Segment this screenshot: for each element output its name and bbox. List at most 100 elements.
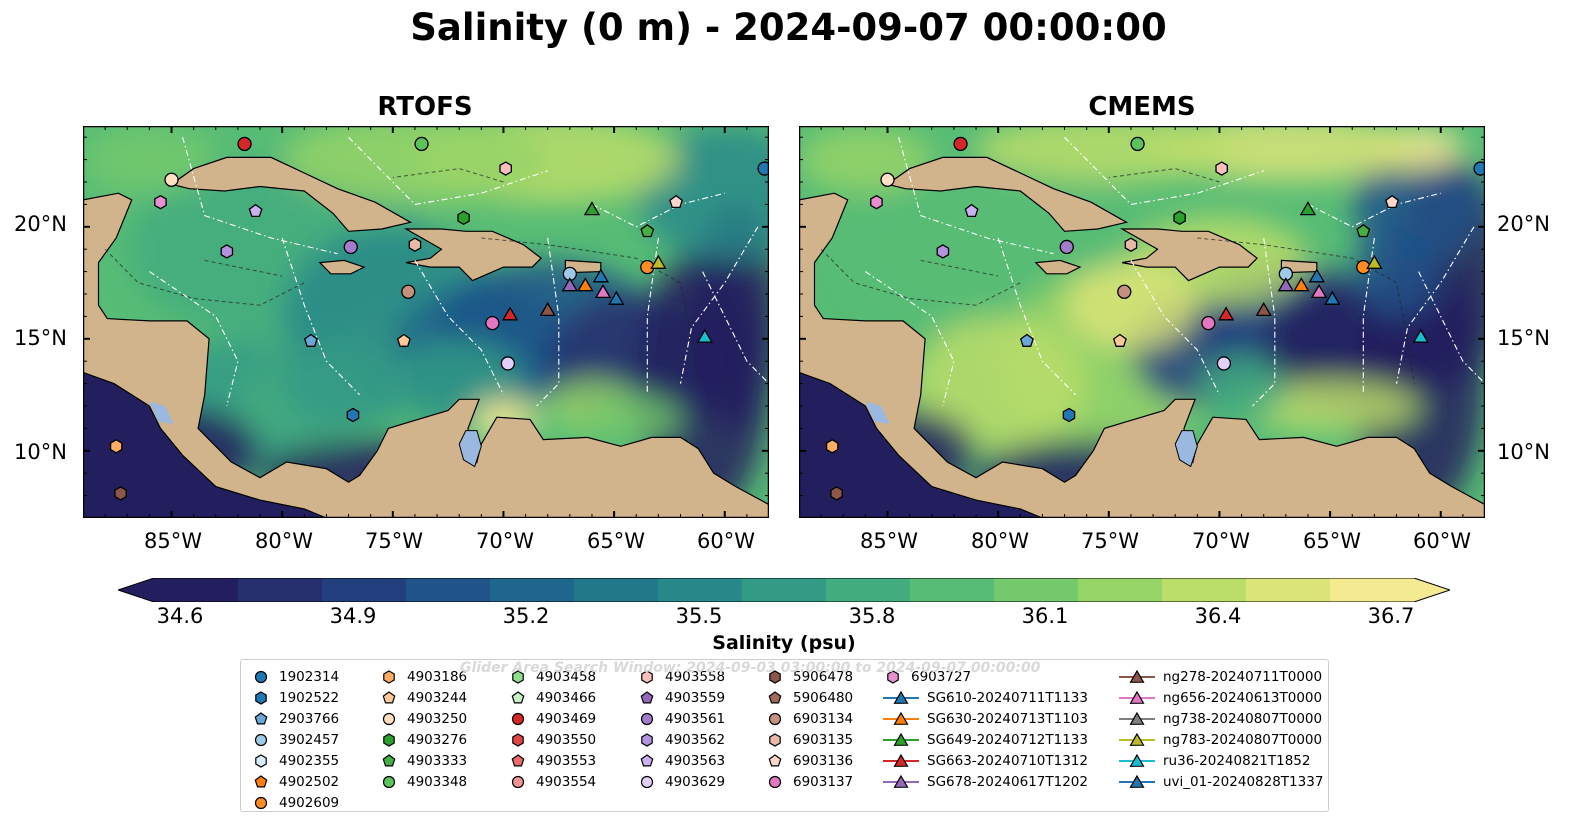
legend-item: 4903250 <box>379 708 467 729</box>
legend-column: 4903558 4903559 4903561 4903562 4903563 49036… <box>637 666 725 792</box>
marker-4903186 <box>825 439 839 454</box>
pentagon-marker-icon <box>254 711 268 724</box>
colorbar-tick: 35.2 <box>502 604 550 628</box>
legend-item: SG649-20240712T1133 <box>883 729 1088 750</box>
marker-ng278-20240711T0000 <box>1255 301 1272 317</box>
marker-4903561 <box>343 239 358 255</box>
legend-label: 5906478 <box>793 668 854 685</box>
legend-item: 4903458 <box>508 666 596 687</box>
legend-label: 1902522 <box>279 689 340 706</box>
marker-SG630-20240713T1103 <box>1293 277 1310 292</box>
colorbar-tick: 34.9 <box>329 604 377 628</box>
eez-boundary <box>536 237 560 407</box>
legend-label: 4903562 <box>665 731 726 748</box>
colorbar-tick: 35.5 <box>675 604 723 628</box>
marker-ru36-20240821T1852 <box>1412 328 1430 343</box>
land-cuba <box>170 156 413 232</box>
legend-label: 4903558 <box>665 668 726 685</box>
circle-marker-icon <box>768 775 782 788</box>
xtick-label: 65°W <box>587 529 645 553</box>
marker-4903244 <box>396 333 411 347</box>
marker-6903727 <box>870 194 883 210</box>
hexagon-marker-icon <box>383 669 395 684</box>
pentagon-marker-icon <box>382 753 396 766</box>
marker-ng656-20240613T0000 <box>594 284 612 299</box>
pentagon-marker-icon <box>511 690 525 703</box>
cmems-map-panel <box>799 126 1485 518</box>
hexagon-marker-icon <box>641 669 653 684</box>
circle-marker-icon <box>640 712 654 725</box>
eez-boundary <box>1252 237 1276 407</box>
legend-item: 4903559 <box>637 687 725 708</box>
rtofs-salinity-map <box>83 126 769 518</box>
circle-marker-icon <box>511 775 525 788</box>
marker-1902522 <box>1062 407 1076 423</box>
land-hispaniola <box>1119 228 1259 282</box>
legend-label: ru36-20240821T1852 <box>1163 752 1311 769</box>
colorbar-tick: 35.8 <box>848 604 896 628</box>
land-cuba <box>886 156 1129 232</box>
salinity-colorbar <box>118 578 1450 602</box>
circle-marker-icon <box>768 712 782 725</box>
marker-6903134 <box>401 284 416 299</box>
xtick-label: 60°W <box>1413 529 1471 553</box>
legend-item: 4903244 <box>379 687 467 708</box>
hexagon-marker-icon <box>769 669 781 684</box>
marker-1902314 <box>1473 161 1485 176</box>
marker-SG678-20240617T1202 <box>561 277 579 292</box>
hexagon-marker-icon <box>383 732 395 747</box>
marker-4903629 <box>500 356 516 371</box>
hexagon-marker-icon <box>887 669 899 684</box>
triangle-marker-icon <box>883 711 919 725</box>
marker-ng656-20240613T0000 <box>1310 284 1328 299</box>
pentagon-marker-icon <box>768 753 782 766</box>
xtick-label: 85°W <box>144 529 202 553</box>
legend-item: uvi_01-20240828T1337 <box>1119 771 1323 792</box>
ytick-label-right: 10°N <box>1497 440 1550 464</box>
legend-label: 4903276 <box>407 731 468 748</box>
legend-label: 4903554 <box>536 773 597 790</box>
triangle-marker-icon <box>1119 753 1155 767</box>
marker-6903135 <box>408 237 422 252</box>
marker-ng783-20240807T0000 <box>1366 254 1383 269</box>
circle-marker-icon <box>511 712 525 725</box>
legend-item: ng656-20240613T0000 <box>1119 687 1323 708</box>
triangle-marker-icon <box>1119 732 1155 746</box>
marker-4903562 <box>220 244 234 259</box>
marker-SG610-20240711T1133 <box>608 290 625 305</box>
legend-label: 6903137 <box>793 773 854 790</box>
legend-column: ng278-20240711T0000 ng656-20240613T0000 ng… <box>1119 666 1323 792</box>
bathymetry-contour <box>204 259 283 277</box>
legend-item: 4903466 <box>508 687 596 708</box>
search-window-watermark: Glider Area Search Window: 2024-09-03 03… <box>460 660 1041 676</box>
legend-item: 4903563 <box>637 750 725 771</box>
legend-item: 1902314 <box>251 666 339 687</box>
bathymetry-contour <box>481 237 699 384</box>
marker-SG663-20240710T1312 <box>501 306 519 321</box>
figure-title: Salinity (0 m) - 2024-09-07 00:00:00 <box>410 6 1167 49</box>
legend-item: 6903135 <box>765 729 853 750</box>
eez-boundary <box>414 260 504 396</box>
legend-item: 6903136 <box>765 750 853 771</box>
circle-marker-icon <box>254 796 268 809</box>
eez-boundary <box>1362 237 1375 395</box>
legend-label: 4903469 <box>536 710 597 727</box>
eez-boundary <box>679 226 759 384</box>
legend-label: SG610-20240711T1133 <box>927 689 1088 706</box>
marker-4903348 <box>414 136 429 152</box>
land-hispaniola <box>403 228 543 282</box>
legend-item: 3902457 <box>251 729 339 750</box>
legend-item: 6903134 <box>765 708 853 729</box>
legend-item: 4903348 <box>379 771 467 792</box>
legend-item: SG610-20240711T1133 <box>883 687 1088 708</box>
legend-item: 6903727 <box>883 666 1088 687</box>
marker-4903563 <box>248 203 263 218</box>
xtick-label: 85°W <box>860 529 918 553</box>
eez-boundary <box>1130 260 1220 396</box>
marker-uvi_01-20240828T1337 <box>1308 268 1326 283</box>
triangle-marker-icon <box>883 732 919 746</box>
hexagon-marker-icon <box>512 732 524 747</box>
lake-nicaragua <box>149 401 174 424</box>
colorbar-tick: 36.1 <box>1021 604 1069 628</box>
hexagon-marker-icon <box>255 690 267 705</box>
